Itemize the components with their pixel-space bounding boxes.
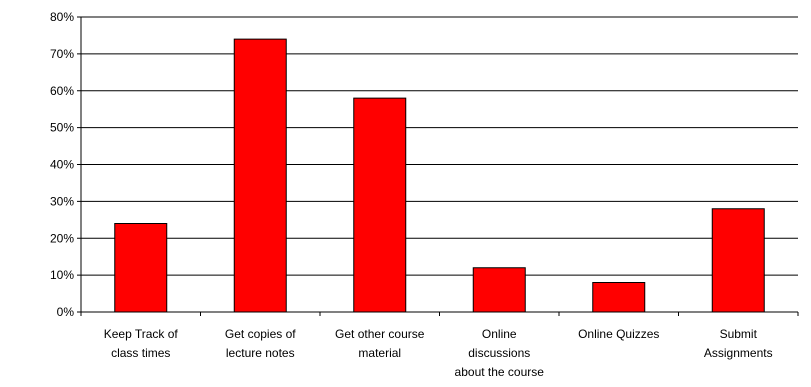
bar <box>114 223 168 313</box>
x-tick-label: Online Quizzes <box>578 327 659 341</box>
bar <box>353 97 407 313</box>
y-tick-label: 30% <box>50 194 74 208</box>
y-axis-tick-labels: 0% 10% 20% 30% 40% 50% 60% 70% 80% <box>50 10 74 319</box>
y-tick-label: 40% <box>50 158 74 172</box>
bar <box>592 282 646 313</box>
y-tick-label: 50% <box>50 121 74 135</box>
axes <box>77 16 799 316</box>
x-tick-label: Online discussions about the course <box>455 327 545 379</box>
y-tick-label: 80% <box>50 10 74 24</box>
y-tick-label: 20% <box>50 231 74 245</box>
gridlines <box>81 16 798 276</box>
bar <box>711 208 765 313</box>
x-tick-label: Keep Track of class times <box>104 327 179 360</box>
y-tick-label: 10% <box>50 268 74 282</box>
y-tick-label: 60% <box>50 84 74 98</box>
x-tick-label: Get other course material <box>335 327 425 360</box>
bars <box>114 38 765 313</box>
x-axis-category-labels: Keep Track of class times Get copies of lec… <box>104 327 773 379</box>
bar <box>233 38 287 313</box>
bar <box>472 267 526 313</box>
y-tick-label: 70% <box>50 47 74 61</box>
y-tick-label: 0% <box>57 305 75 319</box>
x-tick-label: Submit Assignments <box>704 327 773 360</box>
x-tick-label: Get copies of lecture notes <box>225 327 296 360</box>
